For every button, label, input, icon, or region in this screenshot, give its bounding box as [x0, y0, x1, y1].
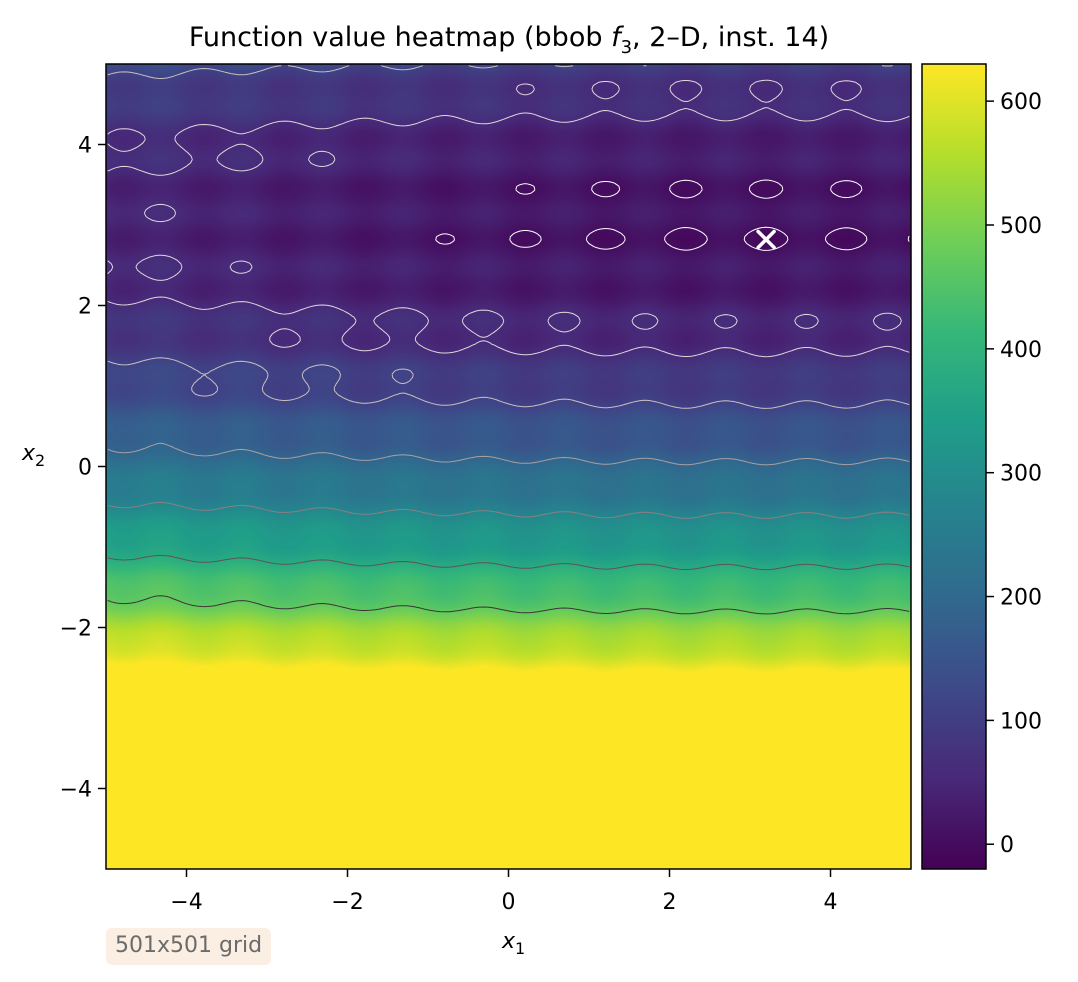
colorbar-ticks: 0 100 200 300 400 500 600 — [986, 90, 1042, 858]
contour-level-2 — [107, 65, 910, 409]
grid-resolution-badge: 501x501 grid — [106, 928, 272, 965]
x-tick-label: 2 — [663, 890, 677, 915]
contour-level-1 — [107, 79, 910, 358]
x-tick-label: 0 — [502, 890, 516, 915]
colorbar-tick-label: 500 — [1000, 214, 1042, 239]
y-tick-label: −4 — [60, 778, 92, 803]
colorbar-tick-label: 300 — [1000, 462, 1042, 487]
chart-title: Function value heatmap (bbob f3, 2–D, in… — [189, 22, 829, 58]
contour-level-0 — [435, 179, 910, 251]
y-tick-label: 2 — [78, 295, 92, 320]
colorbar-tick-label: 600 — [1000, 90, 1042, 115]
colorbar-tick-label: 0 — [1000, 833, 1014, 858]
colorbar-frame — [921, 63, 987, 870]
contour-level-5 — [107, 554, 910, 571]
colorbar: 0 100 200 300 400 500 600 — [921, 63, 1042, 870]
contour-level-6 — [107, 595, 910, 615]
x-tick-label: −4 — [170, 890, 202, 915]
optimum-marker — [756, 229, 776, 250]
colorbar-tick-label: 200 — [1000, 586, 1042, 611]
x-axis-label: x1 — [501, 929, 525, 958]
y-tick-label: 0 — [78, 456, 92, 481]
optimum-marker-stroke-1 — [756, 229, 776, 250]
y-tick-label: −2 — [60, 617, 92, 642]
contour-level-3 — [107, 442, 910, 466]
contour-level-4 — [107, 501, 910, 519]
heatmap-area — [105, 63, 912, 870]
y-tick-label: 4 — [78, 134, 92, 159]
y-axis: −4 −2 0 2 4 — [60, 134, 106, 803]
x-tick-label: 4 — [824, 890, 838, 915]
contour-lines — [107, 65, 910, 615]
colorbar-gradient — [922, 64, 986, 869]
y-axis-label: x2 — [21, 441, 45, 470]
heatmap-image — [106, 64, 911, 869]
colorbar-tick-label: 400 — [1000, 338, 1042, 363]
x-axis: −4 −2 0 2 4 — [170, 869, 838, 915]
colorbar-tick-label: 100 — [1000, 709, 1042, 734]
x-tick-label: −2 — [331, 890, 363, 915]
